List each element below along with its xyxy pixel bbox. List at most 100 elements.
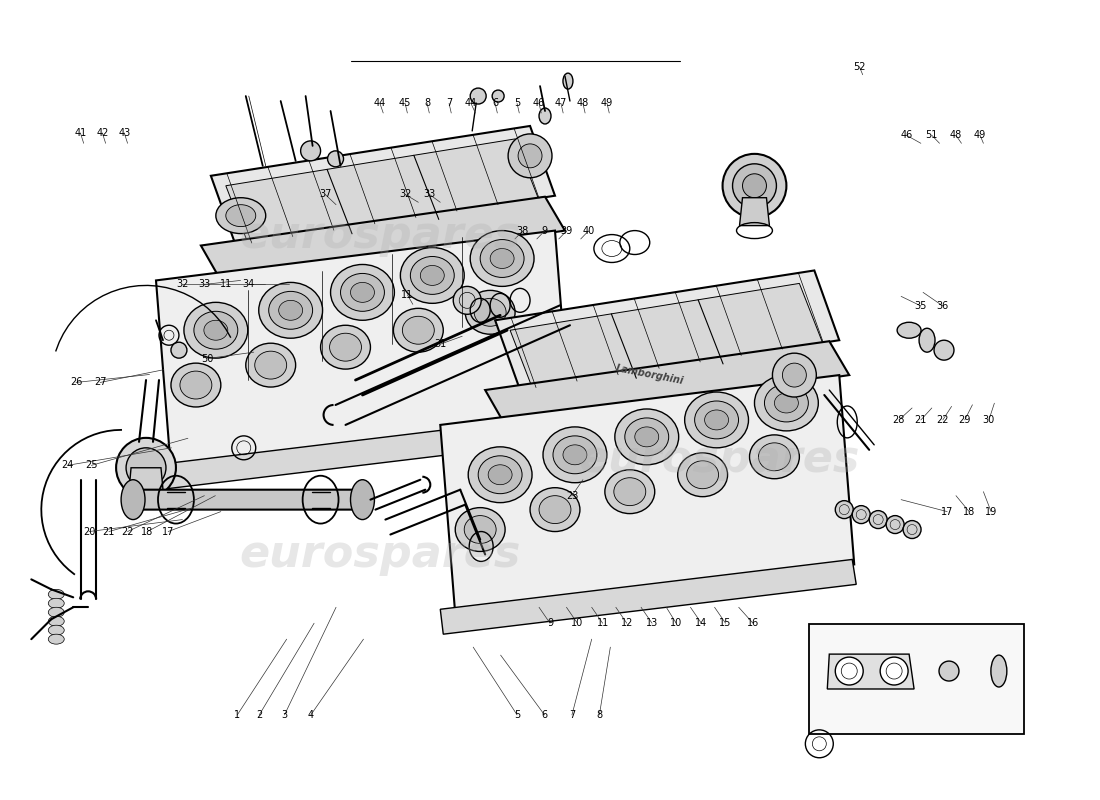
Ellipse shape [869, 510, 887, 529]
Ellipse shape [492, 90, 504, 102]
Ellipse shape [341, 274, 384, 311]
Text: 14: 14 [695, 618, 707, 628]
Text: 35: 35 [915, 301, 927, 311]
Ellipse shape [170, 363, 221, 407]
Polygon shape [495, 270, 839, 390]
Text: 8: 8 [596, 710, 603, 720]
Polygon shape [156, 415, 572, 490]
Ellipse shape [605, 470, 654, 514]
Text: 49: 49 [601, 98, 613, 109]
Text: 39: 39 [560, 226, 573, 236]
Text: Lamborghini: Lamborghini [615, 363, 684, 386]
Text: 20: 20 [82, 526, 96, 537]
Ellipse shape [268, 291, 312, 330]
Ellipse shape [635, 427, 659, 447]
Text: 25: 25 [85, 460, 98, 470]
Ellipse shape [331, 265, 395, 320]
Text: 8: 8 [424, 98, 430, 109]
Text: 22: 22 [121, 526, 134, 537]
Text: 30: 30 [982, 415, 996, 425]
Polygon shape [156, 230, 570, 470]
Ellipse shape [48, 616, 64, 626]
Ellipse shape [170, 342, 187, 358]
Bar [810, 624, 1024, 734]
Ellipse shape [351, 282, 374, 302]
Text: 6: 6 [541, 710, 548, 720]
Text: 5: 5 [514, 98, 520, 109]
Ellipse shape [320, 326, 371, 369]
Ellipse shape [543, 427, 607, 482]
Text: 29: 29 [958, 415, 971, 425]
Polygon shape [440, 559, 856, 634]
Text: 16: 16 [747, 618, 759, 628]
Polygon shape [510, 283, 824, 395]
Ellipse shape [470, 88, 486, 104]
Ellipse shape [245, 343, 296, 387]
Ellipse shape [723, 154, 786, 218]
Ellipse shape [625, 418, 669, 456]
Ellipse shape [180, 371, 212, 399]
Ellipse shape [835, 657, 864, 685]
Ellipse shape [300, 141, 320, 161]
Ellipse shape [759, 443, 791, 470]
Ellipse shape [733, 164, 777, 208]
Text: 52: 52 [854, 62, 866, 72]
Text: 24: 24 [60, 460, 74, 470]
Ellipse shape [887, 515, 904, 534]
Text: 11: 11 [402, 290, 414, 300]
Text: 50: 50 [201, 354, 213, 363]
Polygon shape [827, 654, 914, 689]
Ellipse shape [258, 282, 322, 338]
Ellipse shape [204, 320, 228, 340]
Text: 13: 13 [646, 618, 658, 628]
Ellipse shape [772, 353, 816, 397]
Ellipse shape [563, 445, 587, 465]
Text: 11: 11 [596, 618, 608, 628]
Ellipse shape [464, 515, 496, 543]
Ellipse shape [742, 174, 767, 198]
Ellipse shape [694, 401, 738, 439]
Text: 1: 1 [234, 710, 241, 720]
Ellipse shape [403, 316, 434, 344]
Ellipse shape [774, 393, 799, 413]
Text: 21: 21 [915, 415, 927, 425]
Polygon shape [739, 198, 769, 226]
Ellipse shape [920, 328, 935, 352]
Text: 2: 2 [256, 710, 263, 720]
Polygon shape [201, 197, 565, 281]
Ellipse shape [328, 151, 343, 167]
Ellipse shape [184, 302, 248, 358]
Text: 33: 33 [424, 190, 436, 199]
Ellipse shape [48, 598, 64, 608]
Text: 47: 47 [554, 98, 568, 109]
Text: 34: 34 [242, 279, 254, 290]
Ellipse shape [491, 249, 514, 269]
Polygon shape [226, 139, 540, 250]
Text: 31: 31 [434, 339, 447, 349]
Text: 6: 6 [492, 98, 498, 109]
Text: 23: 23 [565, 490, 579, 501]
Text: 22: 22 [936, 415, 949, 425]
Ellipse shape [410, 257, 454, 294]
Text: 46: 46 [901, 130, 913, 140]
Polygon shape [211, 126, 556, 246]
Text: 38: 38 [516, 226, 529, 236]
Text: 9: 9 [541, 226, 548, 236]
Text: 3: 3 [282, 710, 287, 720]
Ellipse shape [278, 300, 303, 320]
Ellipse shape [121, 480, 145, 519]
Ellipse shape [686, 461, 718, 489]
Polygon shape [131, 490, 365, 510]
Text: 17: 17 [940, 506, 954, 517]
Ellipse shape [684, 392, 748, 448]
Text: 49: 49 [974, 130, 987, 140]
Text: 44: 44 [374, 98, 386, 109]
Text: 42: 42 [96, 128, 109, 138]
Ellipse shape [539, 496, 571, 523]
Ellipse shape [420, 266, 444, 286]
Text: 4: 4 [308, 710, 314, 720]
Text: 36: 36 [937, 301, 949, 311]
Ellipse shape [194, 311, 238, 349]
Text: 19: 19 [984, 506, 998, 517]
Ellipse shape [903, 521, 921, 538]
